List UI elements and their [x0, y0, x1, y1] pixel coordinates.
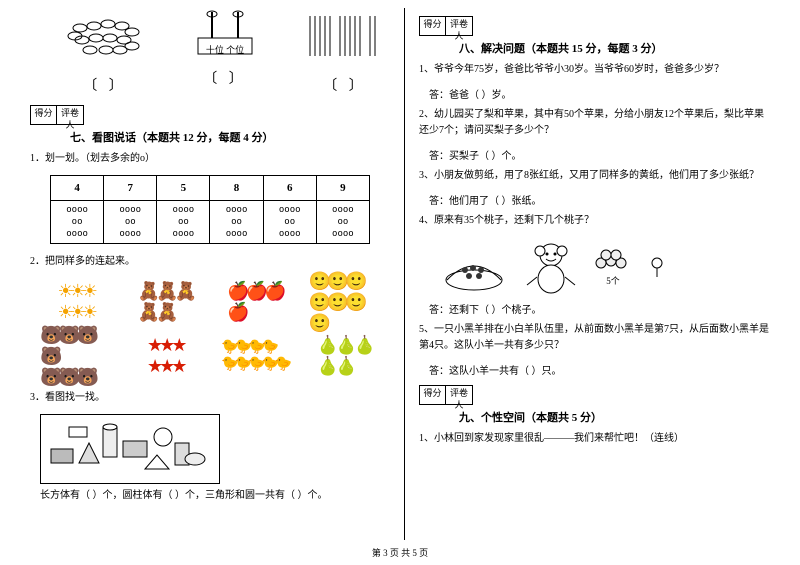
- stars-icon: ★★★★★★: [147, 335, 183, 377]
- table-header: 8: [210, 176, 263, 201]
- a8-1: 答：爸爸（ ）岁。: [429, 86, 770, 101]
- monkey-icon: [521, 237, 581, 297]
- suns-icon: ☀☀☀☀☀☀: [58, 281, 94, 323]
- a8-5: 答：这队小羊一共有（ ）只。: [429, 362, 770, 377]
- a8-4: 答：还剩下（ ）个桃子。: [429, 301, 770, 316]
- a8-2: 答：买梨子（ ）个。: [429, 147, 770, 162]
- table-cell: oooooooooo: [104, 201, 157, 244]
- flower-icon: [645, 255, 669, 279]
- q8-1: 1、爷爷今年75岁，爸爸比爷爷小30岁。当爷爷60岁时，爸爸多少岁？: [419, 62, 770, 78]
- grader-label: 评卷人: [446, 386, 472, 404]
- place-labels: 十位 个位: [190, 43, 260, 56]
- peach-count-label: 5个: [593, 274, 633, 287]
- matching-grid: ☀☀☀☀☀☀ 🧸🧸🧸🧸🧸 🍎🍎🍎🍎 🙂🙂🙂🙂🙂🙂🙂 🐻🐻🐻🐻🐻🐻🐻 ★★★★★★…: [40, 278, 380, 380]
- section-7-title: 七、看图说话（本题共 12 分，每题 4 分）: [70, 129, 390, 145]
- faces-icon: 🙂🙂🙂🙂🙂🙂🙂: [309, 271, 381, 334]
- left-column: 〔 〕 十位 个位 〔 〕: [20, 8, 400, 540]
- q8-5: 5、一只小黑羊排在小白羊队伍里，从前面数小黑羊是第7只，从后面数小黑羊是第4只。…: [419, 322, 770, 354]
- table-header-row: 4 7 5 8 6 9: [51, 176, 370, 201]
- tally-figure: 〔 〕: [300, 8, 390, 95]
- bracket: 〔 〕: [300, 75, 390, 95]
- q7-2: 2．把同样多的连起来。: [30, 254, 390, 270]
- score-box-8: 得分 评卷人: [419, 16, 770, 36]
- peaches-icon: [593, 247, 633, 271]
- zeros-table: 4 7 5 8 6 9 oooooooooo oooooooooo oooooo…: [50, 175, 370, 244]
- peach-figure: 5个: [439, 237, 770, 297]
- q7-1: 1．划一划。（划去多余的o）: [30, 151, 390, 167]
- table-cell: oooooooooo: [210, 201, 263, 244]
- q8-2: 2、幼儿园买了梨和苹果，其中有50个苹果，分给小朋友12个苹果后，梨比苹果还少7…: [419, 107, 770, 139]
- apples-icon: 🍎🍎🍎🍎: [227, 281, 282, 323]
- dolls-icon: 🧸🧸🧸🧸🧸: [138, 281, 193, 323]
- page-footer: 第 3 页 共 5 页: [0, 546, 800, 559]
- table-row: oooooooooo oooooooooo oooooooooo ooooooo…: [51, 201, 370, 244]
- peach-pile: 5个: [593, 247, 633, 287]
- q8-3: 3、小朋友做剪纸，用了8张红纸，又用了同样多的黄纸，他们用了多少张纸？: [419, 168, 770, 184]
- column-divider: [404, 8, 405, 540]
- counting-beads-icon: [60, 8, 150, 68]
- bears-icon: 🐻🐻🐻🐻🐻🐻🐻: [40, 325, 112, 388]
- place-value-figure: 十位 个位 〔 〕: [190, 8, 260, 95]
- shapes-box: [40, 414, 220, 484]
- grader-label: 评卷人: [446, 17, 472, 35]
- table-header: 9: [316, 176, 369, 201]
- tally-marks-icon: [300, 8, 390, 68]
- table-cell: oooooooooo: [316, 201, 369, 244]
- shapes-icon: [45, 419, 215, 479]
- table-header: 6: [263, 176, 316, 201]
- q9-1: 1、小林回到家发现家里很乱———我们来帮忙吧！（连线）: [419, 431, 770, 447]
- table-header: 4: [51, 176, 104, 201]
- a8-3: 答：他们用了（ ）张纸。: [429, 192, 770, 207]
- top-figures: 〔 〕 十位 个位 〔 〕: [30, 8, 390, 95]
- section-9-title: 九、个性空间（本题共 5 分）: [459, 409, 770, 425]
- q7-3-line: 长方体有（ ）个，圆柱体有（ ）个，三角形和圆一共有（ ）个。: [40, 488, 390, 504]
- table-header: 7: [104, 176, 157, 201]
- basket-icon: [439, 242, 509, 292]
- score-label: 得分: [420, 17, 446, 35]
- bracket: 〔 〕: [190, 68, 260, 88]
- score-label: 得分: [31, 106, 57, 124]
- pears-icon: 🍐🍐🍐🍐🍐: [317, 335, 372, 377]
- q8-4: 4、原来有35个桃子，还剩下几个桃子？: [419, 213, 770, 229]
- section-8-title: 八、解决问题（本题共 15 分，每题 3 分）: [459, 40, 770, 56]
- bracket: 〔 〕: [60, 75, 150, 95]
- table-cell: oooooooooo: [51, 201, 104, 244]
- table-header: 5: [157, 176, 210, 201]
- grader-label: 评卷人: [57, 106, 83, 124]
- q7-3: 3．看图找一找。: [30, 390, 390, 406]
- table-cell: oooooooooo: [263, 201, 316, 244]
- chicks-icon: 🐤🐤🐤🐤🐤🐤🐤🐤🐤: [221, 339, 288, 373]
- table-cell: oooooooooo: [157, 201, 210, 244]
- score-box-7: 得分 评卷人: [30, 105, 390, 125]
- right-column: 得分 评卷人 八、解决问题（本题共 15 分，每题 3 分） 1、爷爷今年75岁…: [409, 8, 780, 540]
- abacus-figure: 〔 〕: [60, 8, 150, 95]
- score-label: 得分: [420, 386, 446, 404]
- score-box-9: 得分 评卷人: [419, 385, 770, 405]
